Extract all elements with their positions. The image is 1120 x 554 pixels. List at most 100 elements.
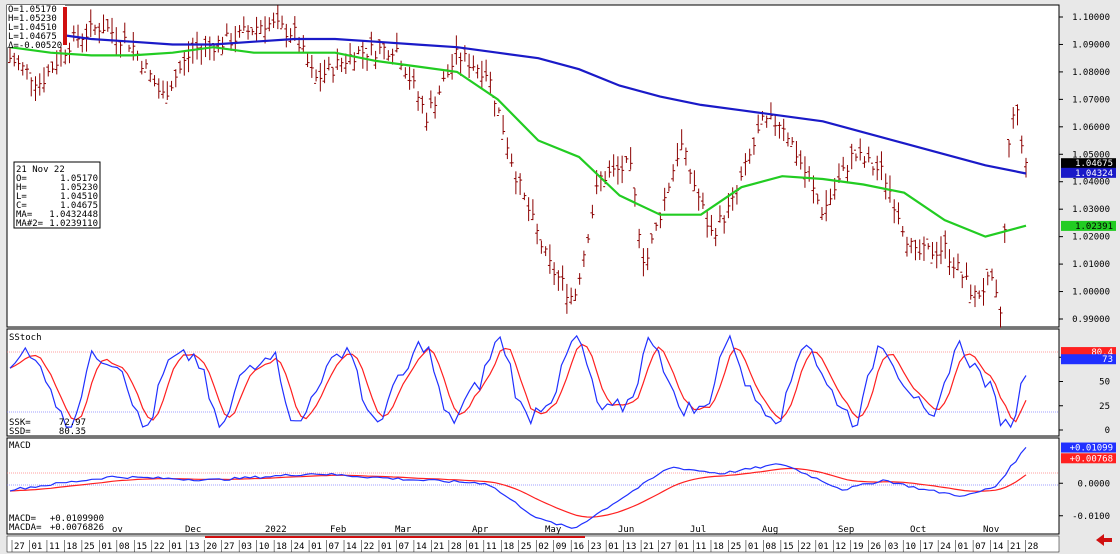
ssd-line	[9, 343, 1027, 423]
axis-tick-label: 50	[1099, 378, 1110, 388]
axis-tick-label: 1.00000	[1072, 288, 1110, 298]
info-label: L=	[16, 192, 27, 202]
macd-line	[9, 447, 1027, 529]
date-tick-label: 11	[696, 542, 707, 552]
date-tick-label: 13	[626, 542, 637, 552]
month-label: Jul	[690, 525, 706, 535]
date-tick-label: 18	[713, 542, 724, 552]
ssd-value: 80.35	[59, 427, 86, 437]
macd-value: +0.0109900	[50, 514, 104, 524]
date-tick-label: 01	[608, 542, 619, 552]
date-tick-label: 07	[975, 542, 986, 552]
macd-axis: 0.0000 -0.0100	[1059, 479, 1110, 522]
price-axis: 1.10000 1.09000 1.08000 1.07000 1.06000 1.050…	[1059, 13, 1110, 325]
stoch-title: SStoch	[9, 333, 42, 343]
axis-tick-label: 0.0000	[1077, 479, 1110, 489]
date-tick-label: 25	[521, 542, 532, 552]
date-range-marker	[205, 536, 585, 538]
date-tick-label: 25	[730, 542, 741, 552]
date-tick-label: 15	[136, 542, 147, 552]
macd-axis-labels: +0.01099+0.00768	[1061, 442, 1116, 464]
date-tick-label: 08	[765, 542, 776, 552]
info-label: MA#2=	[16, 219, 44, 229]
month-label: Aug	[762, 525, 778, 535]
month-label: Feb	[330, 525, 346, 535]
scroll-right-button[interactable]	[1096, 534, 1112, 546]
macd-values: MACD= +0.0109900 MACDA= +0.0076826	[9, 514, 104, 533]
date-tick-label: 10	[905, 542, 916, 552]
date-tick-label: 28	[1028, 542, 1039, 552]
date-tick-label: 17	[923, 542, 934, 552]
ohlc-line: L=1.04675	[8, 32, 57, 42]
date-tick-label: 16	[573, 542, 584, 552]
date-tick-label: 07	[329, 542, 340, 552]
date-tick-label: 22	[154, 542, 165, 552]
date-tick-label: 03	[241, 542, 252, 552]
date-tick-label: 12	[835, 542, 846, 552]
info-value: 1.05230	[60, 183, 98, 193]
date-tick-label: 01	[818, 542, 829, 552]
value-badge-label: 1.04675	[1075, 159, 1113, 169]
month-label: Dec	[185, 525, 201, 535]
value-badge	[1061, 453, 1116, 464]
value-badge-label: 73	[1102, 355, 1113, 365]
axis-tick-label: 1.07000	[1072, 95, 1110, 105]
date-tick-label: 22	[800, 542, 811, 552]
date-tick-label: 19	[853, 542, 864, 552]
macda-label: MACDA=	[9, 523, 42, 533]
month-label: Apr	[472, 525, 489, 535]
ssk-value: 72.97	[59, 418, 86, 428]
range-marker	[63, 7, 67, 45]
date-tick-label: 26	[870, 542, 881, 552]
date-tick-label: 01	[311, 542, 322, 552]
info-label: MA=	[16, 210, 33, 220]
stoch-values: SSK= 72.97 SSD= 80.35	[9, 418, 86, 437]
macd-panel[interactable]	[6, 437, 1060, 535]
ohlc-line: O=1.05170	[8, 5, 57, 15]
axis-tick-label: 1.01000	[1072, 260, 1110, 270]
info-label: C=	[16, 201, 27, 211]
date-tick-label: 01	[468, 542, 479, 552]
date-tick-label: 15	[783, 542, 794, 552]
axis-tick-label: 1.09000	[1072, 40, 1110, 50]
axis-tick-label: 1.06000	[1072, 123, 1110, 133]
date-tick-label: 14	[346, 542, 357, 552]
date-tick-label: 23	[591, 542, 602, 552]
date-tick-label: 27	[14, 542, 25, 552]
date-tick-label: 09	[556, 542, 567, 552]
macda-line	[9, 467, 1027, 518]
info-value: 1.04675	[60, 201, 98, 211]
date-tick-label: 20	[206, 542, 217, 552]
date-tick-label: 21	[643, 542, 654, 552]
date-tick-label: 22	[363, 542, 374, 552]
date-tick-label: 14	[993, 542, 1004, 552]
month-label: Nov	[983, 525, 999, 535]
value-badge-label: +0.00768	[1070, 454, 1113, 464]
axis-tick-label: 1.04000	[1072, 178, 1110, 188]
macda-value: +0.0076826	[50, 523, 104, 533]
date-tick-label: 24	[940, 542, 951, 552]
axis-tick-label: 1.02000	[1072, 233, 1110, 243]
axis-tick-label: -0.0100	[1072, 512, 1110, 522]
value-badge	[1061, 354, 1116, 365]
date-tick-label: 01	[678, 542, 689, 552]
ssd-label: SSD=	[9, 427, 31, 437]
value-badge	[1061, 442, 1116, 453]
axis-tick-label: 1.08000	[1072, 68, 1110, 78]
ohlc-box: O=1.05170 H=1.05230 L=1.04510 L=1.04675 …	[7, 5, 67, 51]
date-tick-label: 08	[119, 542, 130, 552]
stoch-axis-labels: 80.473	[1061, 347, 1116, 365]
value-badge	[1061, 158, 1116, 169]
date-tick-label: 01	[958, 542, 969, 552]
date-tick-label: 13	[189, 542, 200, 552]
value-badge-label: +0.01099	[1070, 444, 1113, 454]
value-badge-label: 80.4	[1091, 348, 1113, 358]
price-panel[interactable]	[6, 4, 1060, 328]
info-value: 1.0432448	[49, 210, 98, 220]
value-badge-label: 1.04324	[1075, 169, 1113, 179]
date-tick-label: 03	[888, 542, 899, 552]
date-tick-label: 21	[433, 542, 444, 552]
date-tick-label: 18	[503, 542, 514, 552]
